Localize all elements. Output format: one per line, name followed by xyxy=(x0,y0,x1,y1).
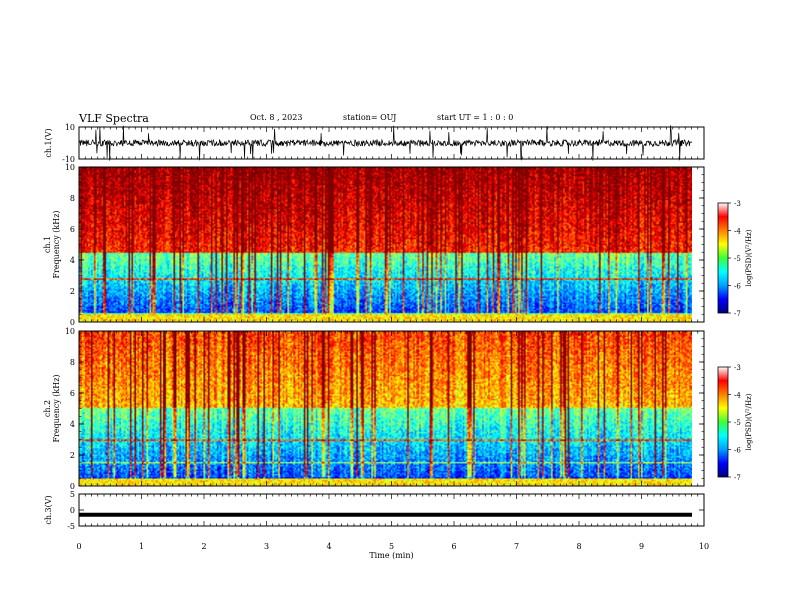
colorbar-label: log(PSD)(V²/Hz) xyxy=(745,229,753,286)
colorbar-tick-label: -7 xyxy=(734,474,741,482)
y-tick-label: 4 xyxy=(70,256,75,265)
x-tick-label: 6 xyxy=(451,542,456,551)
colorbar-tick-label: -3 xyxy=(734,364,741,372)
x-tick-label: 0 xyxy=(76,542,81,551)
colorbar-tick-label: -5 xyxy=(734,419,741,427)
x-tick-label: 1 xyxy=(139,542,144,551)
ch1-spectrogram-image xyxy=(79,167,692,322)
x-tick-label: 9 xyxy=(639,542,644,551)
x-tick-label: 8 xyxy=(576,542,581,551)
y-tick-label: -5 xyxy=(67,522,75,531)
y-tick-label: 5 xyxy=(70,490,75,499)
ch1-spectrogram-ylabel: ch.1 xyxy=(43,236,52,253)
ch1-waveform-line xyxy=(78,125,693,161)
x-tick-label: 5 xyxy=(389,542,394,551)
x-tick-label: 4 xyxy=(326,542,331,551)
y-tick-label: 2 xyxy=(70,287,75,296)
y-tick-label: 0 xyxy=(70,482,75,491)
ch2-spectrogram-image xyxy=(79,331,692,486)
colorbar-1 xyxy=(717,202,729,314)
date-label: Oct. 8 , 2023 xyxy=(250,113,303,122)
colorbar-tick-label: -7 xyxy=(734,310,741,318)
start-time-label: start UT = 1 : 0 : 0 xyxy=(437,113,514,122)
colorbar-tick-label: -5 xyxy=(734,255,741,263)
colorbar-tick-label: -3 xyxy=(734,200,741,208)
ch1-waveform-ylabel: ch.1(V) xyxy=(44,128,53,157)
colorbar-tick-label: -6 xyxy=(734,447,741,455)
colorbar-tick-label: -4 xyxy=(734,392,741,400)
colorbar-label: log(PSD)(V²/Hz) xyxy=(745,393,753,450)
y-tick-label: -10 xyxy=(62,155,75,164)
x-tick-label: 2 xyxy=(201,542,206,551)
y-tick-label: 8 xyxy=(70,358,75,367)
figure-title: VLF Spectra xyxy=(79,112,149,125)
ch2-spectrogram-ylabel: ch.2 xyxy=(43,400,52,417)
station-label: station= OUJ xyxy=(343,113,397,122)
x-tick-label: 10 xyxy=(699,542,709,551)
colorbar-2 xyxy=(717,366,729,478)
colorbar-tick-label: -4 xyxy=(734,228,741,236)
x-tick-label: 7 xyxy=(514,542,519,551)
y-tick-label: 2 xyxy=(70,451,75,460)
x-tick-label: 3 xyxy=(264,542,269,551)
y-tick-label: 6 xyxy=(70,225,75,234)
y-tick-label: 0 xyxy=(70,318,75,327)
ch1-spectrogram-ylabel-units: Frequency (kHz) xyxy=(52,210,61,278)
ch3-waveform-ylabel: ch.3(V) xyxy=(44,495,53,524)
colorbar-tick-label: -6 xyxy=(734,283,741,291)
y-tick-label: 4 xyxy=(70,420,75,429)
y-tick-label: 10 xyxy=(65,163,75,172)
x-axis-label: Time (min) xyxy=(369,551,413,560)
y-tick-label: 6 xyxy=(70,389,75,398)
y-tick-label: 8 xyxy=(70,194,75,203)
y-tick-label: 0 xyxy=(70,506,75,515)
y-tick-label: 10 xyxy=(65,123,75,132)
y-tick-label: 10 xyxy=(65,327,75,336)
ch2-spectrogram-ylabel-units: Frequency (kHz) xyxy=(52,374,61,442)
